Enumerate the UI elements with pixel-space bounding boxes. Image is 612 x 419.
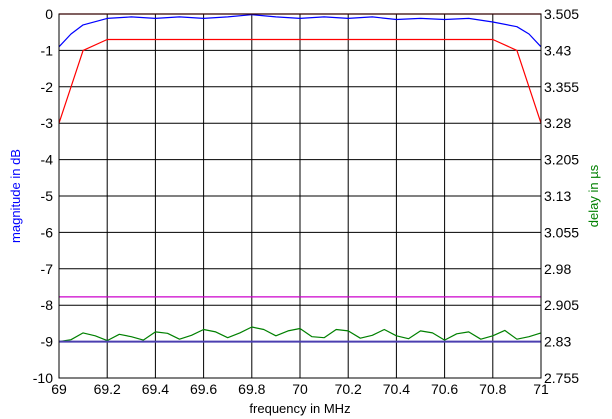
x-tick-label: 69.6 (190, 381, 217, 397)
plot-frame (58, 13, 542, 379)
y-left-tick-label: -4 (41, 152, 54, 168)
series-line-magnitude (58, 14, 542, 48)
y-left-tick-label: -1 (41, 42, 54, 58)
y-right-tick-label: 2.83 (544, 334, 571, 350)
y-right-tick-label: 3.43 (544, 42, 571, 58)
x-tick-label: 71 (533, 381, 549, 397)
y-right-tick-label: 2.755 (544, 370, 579, 386)
y-right-tick-label: 3.28 (544, 115, 571, 131)
y-left-tick-label: -3 (41, 115, 54, 131)
x-tick-label: 69.4 (142, 381, 169, 397)
y-right-tick-label: 2.905 (544, 297, 579, 313)
x-tick-label: 70 (292, 381, 308, 397)
y-axis-label-left: magnitude in dB (8, 149, 23, 243)
x-tick-label: 70.2 (335, 381, 362, 397)
x-tick-label: 70.8 (479, 381, 506, 397)
series-line-mask-lower (58, 38, 542, 124)
y-left-tick-label: -6 (41, 224, 54, 240)
y-left-tick-label: -10 (33, 370, 53, 386)
x-tick-label: 69.8 (238, 381, 265, 397)
y-right-tick-label: 2.98 (544, 261, 571, 277)
y-right-tick-label: 3.205 (544, 152, 579, 168)
x-axis-label: frequency in MHz (249, 401, 350, 416)
y-axis-label-right: delay in µs (586, 164, 601, 227)
y-right-tick-label: 3.13 (544, 188, 571, 204)
series-line-delay (58, 326, 542, 343)
grid (58, 13, 542, 379)
y-left-tick-label: -9 (41, 334, 54, 350)
y-left-tick-label: -7 (41, 261, 54, 277)
y-left-tick-label: -5 (41, 188, 54, 204)
y-right-tick-label: 3.505 (544, 6, 579, 22)
x-tick-label: 70.6 (431, 381, 458, 397)
y-left-tick-label: -8 (41, 297, 54, 313)
x-tick-label: 70.4 (383, 381, 410, 397)
y-right-tick-label: 3.055 (544, 224, 579, 240)
y-left-tick-label: 0 (45, 6, 53, 22)
tick-labels: 69 69.2 69.4 69.6 69.8 70 70.2 70.4 70.6 70.8 71 -1… (33, 6, 579, 397)
y-right-tick-label: 3.355 (544, 79, 579, 95)
y-left-tick-label: -2 (41, 79, 54, 95)
x-tick-label: 69 (51, 381, 67, 397)
x-tick-label: 69.2 (94, 381, 121, 397)
